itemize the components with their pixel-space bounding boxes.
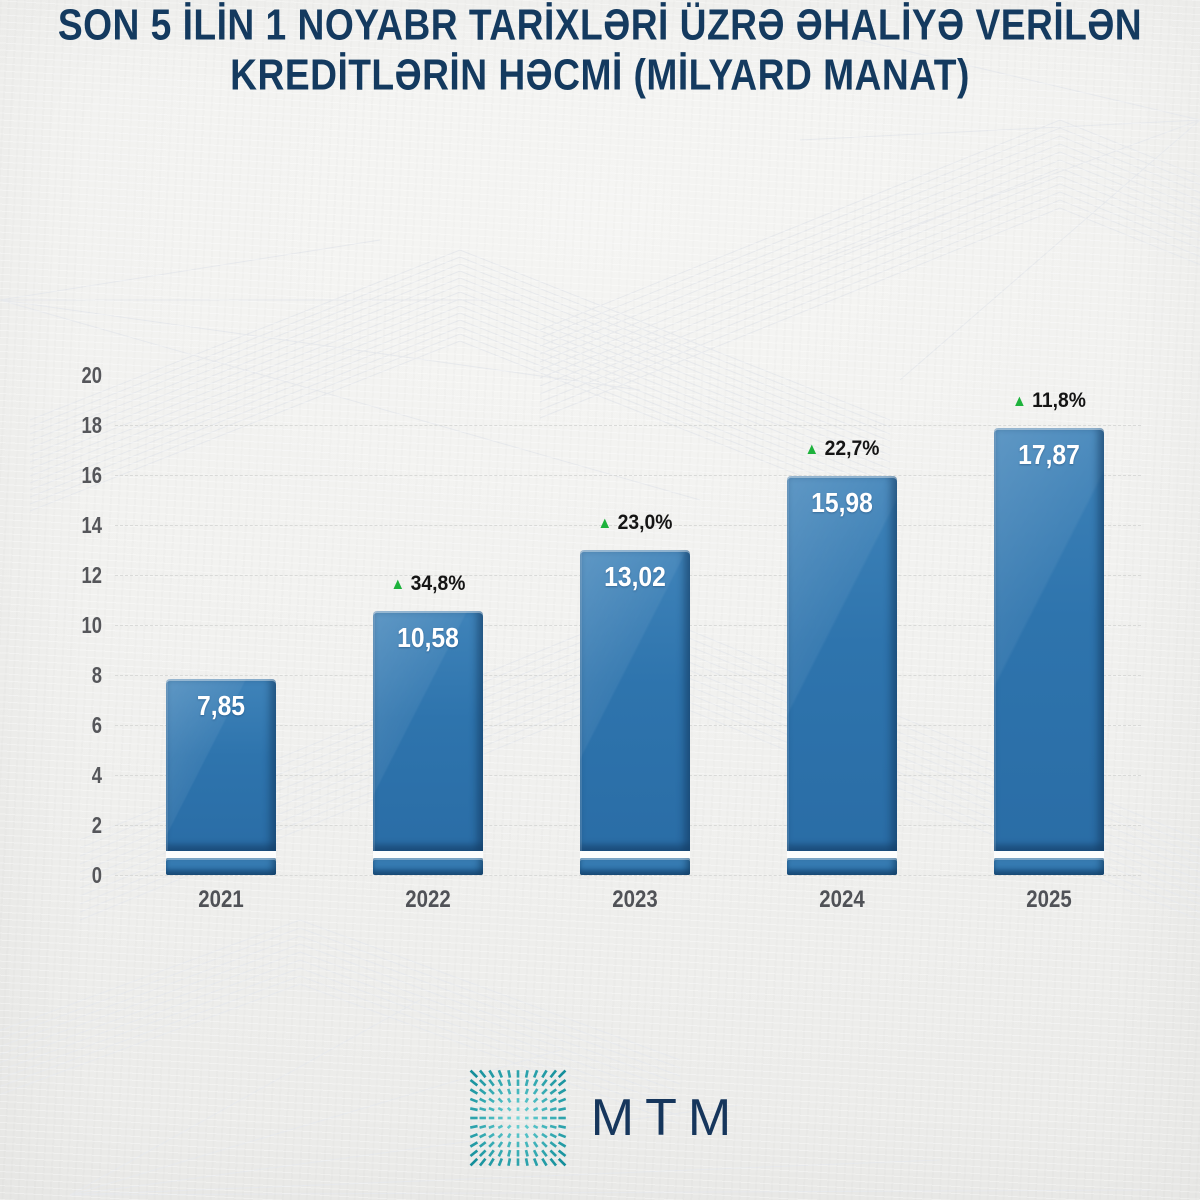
y-axis-tick-label: 16 (81, 462, 102, 488)
growth-label: ▲ 11,8% (957, 389, 1141, 413)
bar-body: 15,98 (787, 475, 897, 851)
growth-label: ▲ 34,8% (336, 572, 520, 596)
bar-body: 13,02 (580, 549, 690, 851)
y-axis-tick-label: 10 (81, 612, 102, 638)
footer-logo: MTM (0, 1058, 1200, 1178)
y-axis-tick-label: 18 (81, 412, 102, 438)
up-triangle-icon: ▲ (1012, 393, 1027, 411)
bar-base-stripe (166, 851, 276, 858)
bar-pedestal (580, 858, 690, 875)
bar-body: 17,87 (994, 428, 1104, 851)
bar-2023: 13,02 (580, 549, 690, 875)
growth-label: ▲ 23,0% (543, 511, 727, 535)
up-triangle-icon: ▲ (597, 514, 613, 532)
x-axis-label: 2022 (405, 886, 451, 913)
page-title: SON 5 İLİN 1 NOYABR TARİXLƏRİ ÜZRƏ ƏHALİ… (0, 0, 1200, 100)
bar-base-stripe (787, 851, 897, 858)
bar-body: 7,85 (166, 678, 276, 851)
bar-value-label: 7,85 (197, 689, 245, 721)
y-axis-tick-label: 4 (91, 762, 102, 788)
title-line-2: KREDİTLƏRİN HƏCMİ (MİLYARD MANAT) (230, 50, 970, 100)
y-gridline (115, 875, 1141, 876)
growth-percent: 11,8% (1032, 389, 1086, 413)
bar-value-label: 10,58 (397, 621, 459, 653)
bar-value-label: 15,98 (811, 486, 873, 518)
title-line-1: SON 5 İLİN 1 NOYABR TARİXLƏRİ ÜZRƏ ƏHALİ… (57, 0, 1143, 50)
up-triangle-icon: ▲ (804, 440, 820, 458)
bar-2024: 15,98 (787, 475, 897, 875)
bar-value-label: 17,87 (1018, 439, 1080, 471)
y-gridline (115, 525, 1141, 526)
y-axis-tick-label: 2 (91, 812, 102, 838)
y-axis-tick-label: 8 (91, 662, 102, 688)
bar-pedestal (166, 858, 276, 875)
x-axis-label: 2023 (612, 886, 658, 913)
bar-base-stripe (580, 851, 690, 858)
bar-2022: 10,58 (373, 610, 483, 875)
bar-base-stripe (373, 851, 483, 858)
up-triangle-icon: ▲ (390, 575, 406, 593)
growth-percent: 23,0% (617, 510, 673, 534)
bar-body: 10,58 (373, 610, 483, 851)
bar-base-stripe (994, 851, 1104, 858)
y-axis-tick-label: 6 (91, 712, 102, 738)
y-gridline (115, 475, 1141, 476)
y-gridline (115, 425, 1141, 426)
x-axis-label: 2024 (819, 886, 865, 913)
growth-percent: 22,7% (824, 436, 880, 460)
bar-2021: 7,85 (166, 678, 276, 875)
bar-pedestal (787, 858, 897, 875)
x-axis-label: 2021 (198, 886, 244, 913)
y-axis-tick-label: 20 (81, 362, 102, 388)
mtm-starburst-logo-icon (469, 1069, 567, 1167)
bar-2025: 17,87 (994, 428, 1104, 875)
mtm-logo-text: MTM (590, 1089, 743, 1147)
y-axis-tick-label: 14 (81, 512, 102, 538)
x-axis-label: 2025 (1026, 886, 1072, 913)
bar-value-label: 13,02 (604, 560, 666, 592)
bar-pedestal (373, 858, 483, 875)
growth-percent: 34,8% (410, 571, 466, 595)
y-axis-tick-label: 0 (91, 862, 102, 888)
bar-pedestal (994, 858, 1104, 875)
growth-label: ▲ 22,7% (750, 437, 934, 461)
y-axis-tick-label: 12 (81, 562, 102, 588)
